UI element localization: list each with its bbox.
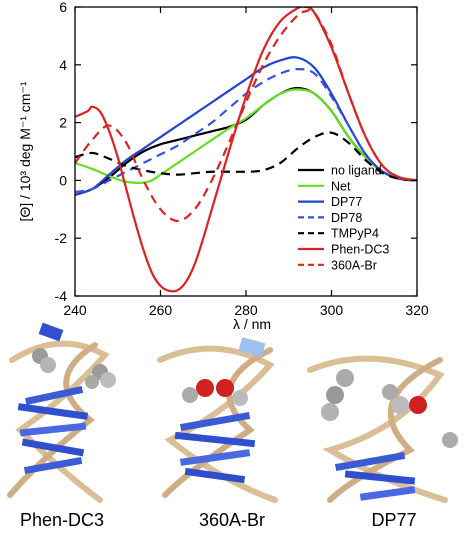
- legend-label: Phen-DC3: [331, 243, 389, 257]
- legend-label: TMPyP4: [331, 227, 379, 241]
- y-tick-label: -4: [55, 288, 68, 304]
- legend-label: Net: [331, 179, 351, 193]
- legend-label: 360A-Br: [331, 258, 377, 272]
- x-tick-label: 280: [234, 302, 258, 318]
- x-tick-label: 240: [63, 302, 87, 318]
- legend-label: no ligand: [331, 164, 382, 178]
- dna-ribbon-illustration: [157, 337, 278, 503]
- structure-label: DP77: [371, 510, 416, 530]
- structure-phen-dc3: Phen-DC3: [7, 322, 116, 530]
- dna-ribbon-illustration: [307, 355, 458, 503]
- dna-ribbon-illustration: [7, 322, 116, 503]
- series-line-phen-dc3: [75, 7, 417, 293]
- y-tick-label: 4: [59, 57, 67, 73]
- x-axis-title: λ / nm: [233, 316, 271, 332]
- series-line-360a-br: [75, 8, 417, 222]
- legend-label: DP78: [331, 211, 362, 225]
- series-lines: [75, 7, 417, 293]
- x-tick-label: 260: [149, 302, 173, 318]
- y-axis: -4 -2 0 2 4 6: [55, 0, 417, 304]
- x-axis: 240 260 280 300 320: [63, 7, 429, 318]
- y-tick-label: -2: [55, 230, 68, 246]
- y-tick-label: 2: [59, 115, 67, 131]
- structure-label: 360A-Br: [199, 510, 265, 530]
- y-axis-title: [Θ] / 10³ deg M⁻¹ cm⁻¹: [17, 81, 33, 221]
- x-tick-label: 300: [320, 302, 344, 318]
- y-tick-label: 6: [59, 0, 67, 15]
- legend-label: DP77: [331, 195, 362, 209]
- y-tick-label: 0: [59, 172, 67, 188]
- x-tick-label: 320: [405, 302, 429, 318]
- cd-spectrum-chart: 240 260 280 300 320 -4 -2 0 2 4 6 λ / nm [Θ] / 10…: [17, 0, 429, 332]
- structure-label: Phen-DC3: [20, 510, 104, 530]
- structure-dp77: DP77: [307, 355, 458, 530]
- structure-360a-br: 360A-Br: [157, 337, 278, 530]
